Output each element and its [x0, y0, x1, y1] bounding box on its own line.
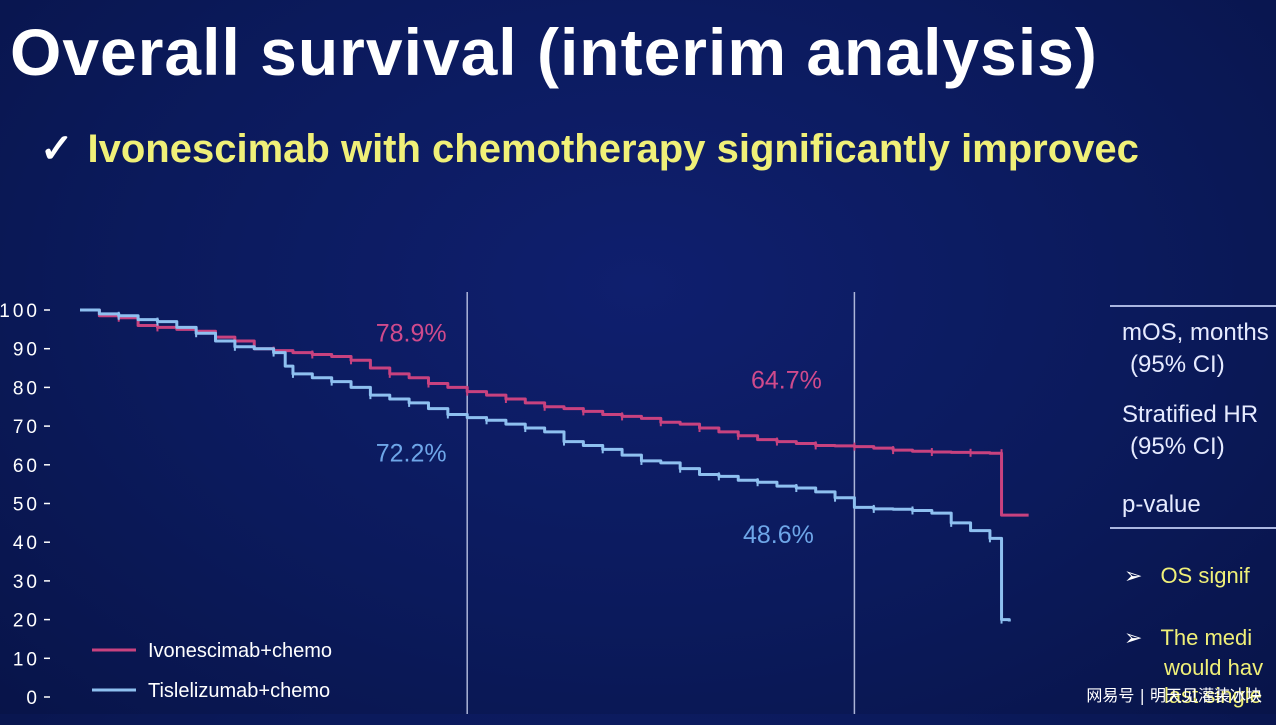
- legend-label: Tislelizumab+chemo: [148, 680, 330, 702]
- bullet-3: would hav: [1164, 655, 1263, 681]
- bullet-3-text: would hav: [1164, 655, 1264, 680]
- slide-title: Overall survival (interim analysis): [10, 15, 1098, 89]
- y-tick-label: 40: [13, 533, 40, 554]
- panel-bottom-rule: [1110, 527, 1276, 529]
- arrow-icon: ➢: [1124, 563, 1143, 588]
- mos-label: mOS, months: [1122, 319, 1269, 346]
- mos-ci-label: (95% CI): [1130, 351, 1225, 378]
- y-tick-label: 30: [13, 572, 40, 593]
- subtitle-text: Ivonescimab with chemotherapy significan…: [87, 127, 1139, 171]
- bullet-4-text: last single: [1164, 683, 1262, 708]
- hr-label: Stratified HR: [1122, 401, 1259, 428]
- survival-curves: [80, 308, 1029, 624]
- survival-rate-label: 64.7%: [751, 367, 822, 395]
- p-value-label: p-value: [1122, 491, 1201, 518]
- y-tick-label: 70: [13, 417, 40, 438]
- hr-ci-label: (95% CI): [1130, 433, 1225, 460]
- bullet-2-text: The medi: [1160, 625, 1253, 650]
- y-tick-label: 100: [0, 301, 40, 322]
- legend: Ivonescimab+chemo Tislelizumab+chemo: [92, 640, 332, 702]
- annotations: 78.9% 72.2% 64.7% 48.6%: [376, 320, 822, 549]
- survival-rate-label: 78.9%: [376, 320, 447, 348]
- bullet-2: ➢ The medi: [1124, 625, 1252, 651]
- bullet-1: ➢ OS signif: [1124, 563, 1250, 589]
- ivonescimab-curve: [80, 308, 1029, 517]
- y-tick-label: 90: [13, 340, 40, 361]
- panel-top-rule: [1110, 305, 1276, 307]
- y-tick-label: 60: [13, 456, 40, 477]
- bullet-4: last single: [1164, 683, 1262, 709]
- reference-lines: [466, 292, 856, 714]
- results-panel: mOS, months (95% CI) Stratified HR (95% …: [1110, 305, 1276, 725]
- y-tick-label: 0: [26, 688, 40, 709]
- survival-rate-label: 48.6%: [743, 521, 814, 549]
- y-tick-label: 10: [13, 649, 40, 670]
- check-icon: ✓: [40, 127, 74, 171]
- watermark: 网易号 | 明天见灌装冰块: [1086, 686, 1262, 705]
- legend-label: Ivonescimab+chemo: [148, 640, 332, 662]
- tislelizumab-curve: [80, 308, 1011, 622]
- y-tick-label: 20: [13, 611, 40, 632]
- y-tick-label: 50: [13, 495, 40, 516]
- bullet-1-text: OS signif: [1160, 563, 1250, 588]
- arrow-icon: ➢: [1124, 625, 1143, 650]
- slide-subtitle: ✓ Ivonescimab with chemotherapy significa…: [40, 126, 1139, 172]
- y-tick-label: 80: [13, 378, 40, 399]
- survival-rate-label: 72.2%: [376, 440, 447, 468]
- y-axis: 0 10 20 30 40 50 60 70 80 90 100: [0, 301, 50, 709]
